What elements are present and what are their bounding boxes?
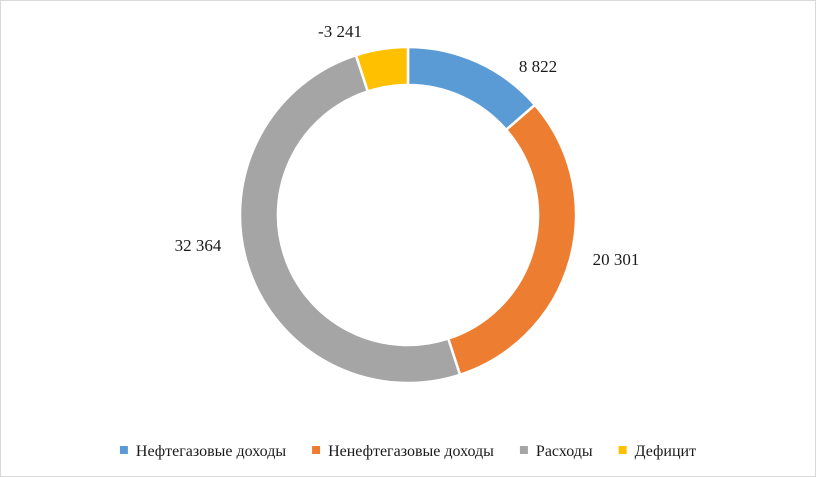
legend-swatch-neneftegaz: [312, 446, 321, 454]
legend-label-neftegaz: Нефтегазовые доходы: [136, 443, 286, 460]
slice-raskhody: [238, 53, 462, 385]
data-label-neftegaz: 8 822: [519, 57, 557, 76]
legend-label-raskhody: Расходы: [536, 443, 593, 460]
data-label-neneftegaz: 20 301: [593, 250, 640, 269]
legend-swatch-neftegaz: [119, 446, 128, 454]
data-label-deficit: -3 241: [318, 22, 362, 41]
slices-group: [238, 45, 578, 385]
legend-swatch-deficit: [618, 446, 627, 454]
legend-label-deficit: Дефицит: [635, 443, 696, 460]
data-label-raskhody: 32 364: [175, 236, 222, 255]
slice-deficit: [354, 45, 410, 93]
slice-neftegaz: [406, 45, 537, 132]
legend: Нефтегазовые доходы Ненефтегазовые доходы…: [119, 443, 696, 460]
data-labels-group: 8 822 20 301 32 364 -3 241: [175, 22, 640, 269]
slice-neneftegaz: [446, 103, 578, 377]
legend-swatch-raskhody: [519, 446, 528, 454]
legend-label-neneftegaz: Ненефтегазовые доходы: [328, 443, 494, 460]
